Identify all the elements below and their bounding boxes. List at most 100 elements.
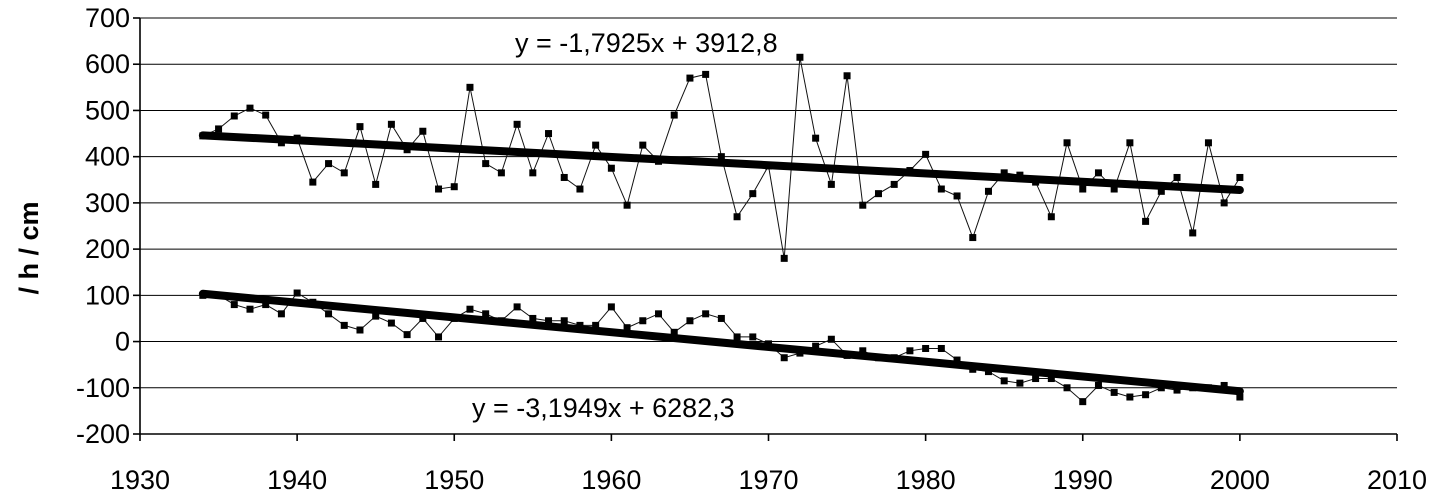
trendline-0 [198,131,1244,195]
x-tick-label: 1940 [267,465,327,495]
data-point-0 [686,74,694,82]
data-point-1 [403,331,411,339]
data-point-0 [387,120,395,128]
data-point-0 [1110,185,1118,193]
y-tick-label: 200 [85,234,130,264]
data-point-0 [733,213,741,221]
y-tick-label: 100 [85,280,130,310]
data-point-0 [843,72,851,80]
axes [133,17,1398,441]
data-point-1 [780,354,788,362]
data-point-1 [482,310,490,318]
data-point-0 [513,120,521,128]
data-point-0 [277,139,285,147]
data-point-1 [937,344,945,352]
data-point-0 [623,201,631,209]
data-point-1 [890,354,898,362]
data-point-1 [827,335,835,343]
data-point-1 [592,321,600,329]
data-point-1 [545,317,553,325]
y-tick-label: 0 [115,327,130,357]
data-point-0 [403,146,411,154]
data-point-0 [984,187,992,195]
data-point-0 [199,132,207,140]
data-point-0 [1173,173,1181,181]
data-point-1 [874,354,882,362]
data-point-1 [1016,379,1024,387]
data-point-1 [859,347,867,355]
data-point-1 [717,314,725,322]
data-point-1 [969,365,977,373]
data-point-1 [1204,384,1212,392]
data-point-1 [576,321,584,329]
data-point-0 [953,192,961,200]
data-point-1 [843,351,851,359]
data-point-0 [435,185,443,193]
y-tick-label: 500 [85,95,130,125]
data-point-0 [702,70,710,78]
data-point-1 [1047,375,1055,383]
data-point-1 [812,342,820,350]
data-point-0 [466,83,474,91]
y-tick-label: 400 [85,142,130,172]
data-point-0 [765,162,772,170]
data-point-1 [1220,381,1228,389]
data-point-0 [372,180,380,188]
data-point-0 [215,125,223,133]
data-point-0 [1063,139,1071,147]
x-tick-label: 1960 [581,465,641,495]
data-point-0 [890,180,898,188]
data-point-0 [1047,213,1055,221]
data-point-1 [796,349,804,357]
data-point-0 [812,134,820,142]
data-point-1 [1157,384,1165,392]
y-tick-label: 600 [85,49,130,79]
data-point-0 [607,164,615,172]
data-point-1 [1110,388,1118,396]
data-point-1 [340,321,348,329]
data-point-0 [717,153,725,161]
data-point-0 [922,150,930,158]
data-point-0 [576,185,584,193]
data-point-1 [702,310,710,318]
data-point-1 [309,298,317,306]
x-tick-label: 1980 [896,465,956,495]
data-point-1 [1094,381,1102,389]
y-tick-label: 700 [85,3,130,33]
data-point-0 [482,160,490,168]
trendlines [198,131,1244,396]
data-point-1 [497,317,505,325]
data-point-0 [545,130,553,138]
tick-labels: -200 -100 0 100 200 300 400 500 600 700 1930 1940 19… [76,3,1427,495]
data-point-0 [1204,139,1212,147]
data-point-1 [1142,391,1150,399]
data-point-0 [937,185,945,193]
data-point-0 [450,183,458,191]
data-point-0 [1032,178,1040,186]
data-point-0 [655,157,663,165]
data-point-0 [419,127,427,135]
data-point-0 [246,104,254,112]
data-point-1 [607,303,615,311]
data-point-1 [984,368,992,376]
data-point-1 [1000,377,1008,385]
data-point-0 [1236,173,1244,181]
data-point-1 [419,314,427,322]
data-point-1 [325,310,333,318]
data-point-1 [513,303,521,311]
trendline-equation-lower: y = -3,1949x + 6282,3 [472,393,735,423]
data-point-0 [906,167,914,175]
data-point-1 [733,333,741,341]
data-point-0 [1157,187,1165,195]
data-point-1 [686,317,694,325]
data-point-0 [874,190,882,198]
data-point-1 [372,312,380,320]
data-point-1 [199,291,207,299]
data-point-1 [906,347,914,355]
y-tick-label: 300 [85,188,130,218]
data-point-0 [749,190,757,198]
data-point-0 [560,173,568,181]
data-point-1 [749,333,757,341]
data-point-0 [497,169,505,177]
